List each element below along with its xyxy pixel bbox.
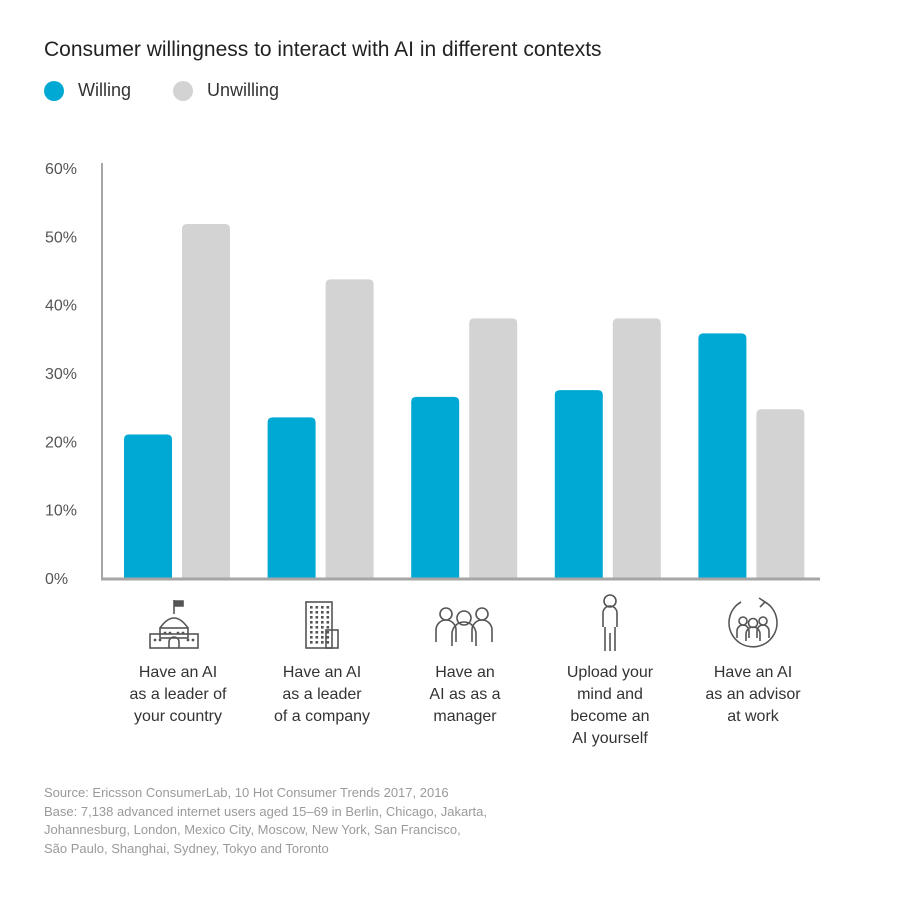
category-label-leader-company: Have an AI as a leader of a company	[247, 662, 397, 728]
legend-item-unwilling: Unwilling	[173, 80, 279, 101]
y-tick-label: 50%	[45, 229, 77, 246]
bar-unwilling	[325, 279, 374, 578]
bar-chart: 0% 10% 20% 30% 40% 50% 60%	[45, 161, 820, 588]
bar-unwilling	[612, 318, 661, 578]
y-tick-label: 10%	[45, 503, 77, 520]
group-cycle-icon	[728, 597, 778, 648]
category-label-advisor: Have an AI as an advisor at work	[678, 662, 828, 728]
legend-swatch-willing	[44, 80, 64, 101]
caption-line: Have an	[435, 664, 495, 681]
legend-label-willing: Willing	[78, 80, 132, 100]
legend: Willing Unwilling	[44, 80, 321, 101]
caption-line: Have an AI	[713, 664, 793, 681]
base-line: Johannesburg, London, Mexico City, Mosco…	[44, 822, 461, 837]
office-building-icon	[305, 601, 339, 649]
team-group-icon	[435, 607, 493, 646]
category-label-manager: Have an AI as as a manager	[390, 662, 540, 728]
caption-line: manager	[433, 708, 497, 725]
caption-line: Have an AI	[138, 664, 218, 681]
legend-swatch-unwilling	[173, 80, 194, 101]
caption-line: mind and	[577, 686, 643, 703]
bar-willing	[267, 417, 316, 578]
base-line: São Paulo, Shanghai, Sydney, Tokyo and T…	[44, 840, 329, 856]
y-tick-label: 0%	[45, 571, 68, 588]
capitol-building-icon	[149, 600, 199, 649]
caption-line: AI as as a	[429, 686, 501, 703]
caption-line: as an advisor	[705, 686, 801, 703]
source-note: Source: Ericsson ConsumerLab, 10 Hot Con…	[44, 784, 487, 858]
bar-willing	[124, 434, 172, 578]
caption-line: of a company	[273, 708, 371, 725]
y-tick-label: 60%	[45, 161, 77, 178]
bar-unwilling	[469, 318, 518, 578]
chart-title: Consumer willingness to interact with AI…	[44, 38, 602, 61]
caption-line: at work	[727, 708, 779, 725]
caption-line: AI yourself	[572, 730, 648, 747]
caption-line: become an	[570, 708, 650, 725]
caption-line: Have an AI	[282, 664, 362, 681]
y-tick-label: 30%	[45, 366, 77, 383]
source-line: Source: Ericsson ConsumerLab, 10 Hot Con…	[44, 785, 449, 800]
bar-unwilling	[756, 409, 805, 578]
legend-item-willing: Willing	[44, 80, 131, 101]
category-label-upload-mind: Upload your mind and become an AI yourse…	[535, 662, 685, 750]
base-line: Base: 7,138 advanced internet users aged…	[44, 803, 488, 819]
bar-willing	[698, 333, 747, 578]
bar-unwilling	[182, 224, 230, 579]
caption-line: your country	[133, 708, 223, 725]
caption-line: Upload your	[566, 664, 654, 681]
bar-willing	[554, 390, 603, 578]
bar-willing	[411, 396, 460, 578]
y-tick-label: 40%	[45, 298, 77, 315]
caption-line: as a leader of	[129, 686, 227, 703]
y-tick-label: 20%	[45, 434, 77, 451]
legend-label-unwilling: Unwilling	[207, 80, 280, 100]
category-label-leader-country: Have an AI as a leader of your country	[103, 662, 253, 728]
person-icon	[602, 594, 618, 651]
caption-line: as a leader	[282, 686, 362, 703]
